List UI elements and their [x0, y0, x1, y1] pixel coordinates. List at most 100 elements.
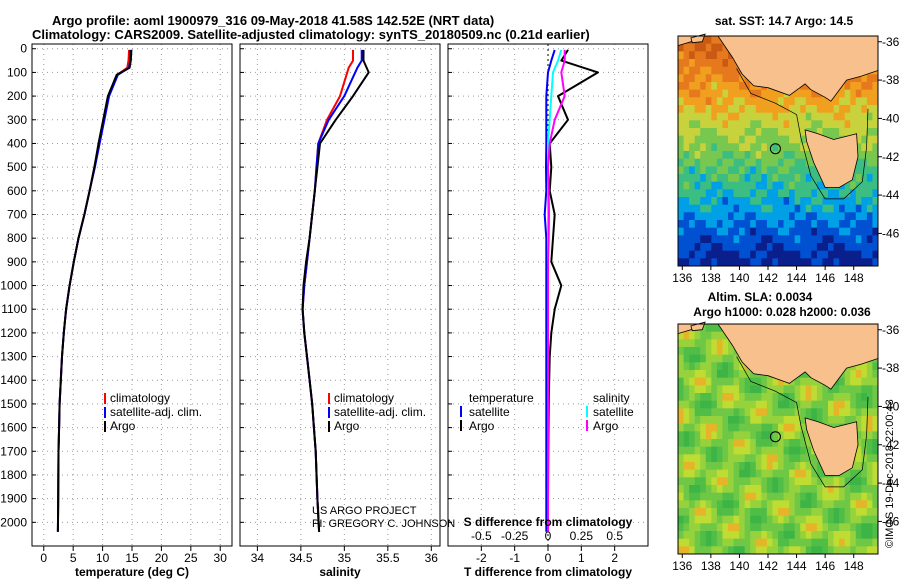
map-cell [678, 385, 684, 394]
map-cell [778, 181, 784, 190]
map-cell [678, 151, 684, 160]
map-cell [805, 538, 812, 547]
map-cell [716, 158, 723, 167]
map-cell [772, 166, 779, 175]
map-cell [733, 408, 740, 417]
map-cell [733, 158, 740, 167]
map-cell [844, 128, 851, 137]
map-cell [700, 243, 707, 252]
map-cell [755, 546, 762, 555]
map-cell [733, 97, 740, 106]
map-cell [739, 439, 746, 448]
map-cell [855, 531, 862, 540]
map-cell [694, 74, 701, 83]
map-cell [766, 112, 773, 121]
map-cell [689, 82, 696, 91]
map-cell [783, 385, 790, 394]
map-cell [750, 469, 757, 478]
map-cell [705, 362, 712, 371]
map-cell [800, 393, 807, 402]
map-cell [755, 469, 762, 478]
map-cell [750, 174, 757, 183]
map-cell [789, 515, 796, 524]
map-cell [872, 97, 879, 106]
map-cell [855, 362, 862, 371]
map-cell [861, 151, 868, 160]
map-cell [794, 485, 801, 494]
map-cell [872, 523, 879, 532]
map-cell [689, 393, 696, 402]
map-cell [683, 51, 690, 60]
map-cell [694, 128, 701, 137]
map-cell [705, 97, 712, 106]
map-cell [705, 454, 712, 463]
map-cell [694, 377, 701, 386]
map-cell [744, 258, 751, 267]
map-cell [683, 197, 690, 206]
map-cell [678, 181, 684, 190]
map-cell [766, 431, 773, 440]
map-cell [678, 523, 684, 532]
map-cell [733, 377, 740, 386]
map-cell [722, 135, 729, 144]
map-cell [778, 393, 784, 402]
map-cell [872, 105, 879, 114]
map-cell [689, 235, 696, 244]
map-cell [683, 112, 690, 121]
map-cell [683, 89, 690, 98]
map-cell [805, 158, 812, 167]
map-cell [755, 220, 762, 229]
map-cell [722, 143, 729, 152]
y-tick-label: -44 [882, 188, 900, 202]
map-cell [805, 174, 812, 183]
map-cell [844, 531, 851, 540]
map-cell [861, 89, 868, 98]
map-cell [772, 235, 779, 244]
map-cell [744, 462, 751, 471]
map-cell [761, 120, 768, 129]
map-cell [683, 66, 690, 75]
map-cell [744, 250, 751, 259]
map-cell [761, 485, 768, 494]
map-cell [816, 408, 823, 417]
map-cell [866, 243, 873, 252]
map-cell [794, 508, 801, 517]
map-cell [694, 485, 701, 494]
map-cell [683, 120, 690, 129]
map-cell [744, 204, 751, 213]
map-cell [855, 546, 862, 555]
map-cell [811, 181, 818, 190]
map-cell [761, 227, 768, 236]
map-cell [833, 477, 840, 486]
map-cell [866, 469, 873, 478]
map-cell [783, 439, 790, 448]
map-cell [844, 227, 851, 236]
map-cell [855, 120, 862, 129]
map-cell [855, 538, 862, 547]
map-cell [811, 97, 818, 106]
map-cell [778, 500, 784, 509]
map-cell [800, 166, 807, 175]
map-cell [822, 227, 829, 236]
map-cell [711, 143, 718, 152]
map-cell [689, 508, 696, 517]
map-cell [850, 485, 857, 494]
map-cell [728, 151, 734, 160]
map-cell [722, 189, 729, 198]
map-cell [755, 97, 762, 106]
map-cell [711, 189, 718, 198]
map-cell [755, 439, 762, 448]
map-cell [839, 97, 846, 106]
map-cell [739, 446, 746, 455]
map-cell [794, 416, 801, 425]
map-cell [811, 128, 818, 137]
map-cell [733, 212, 740, 221]
map-cell [683, 446, 690, 455]
map-cell [722, 74, 729, 83]
difference-panel: -2 -1 0 1 2-0.5 -0.25 0 0.25 0.5S difference fro… [447, 43, 649, 579]
map-cell [728, 74, 734, 83]
map-cell [839, 112, 846, 121]
x-tick-label: -2 [476, 551, 487, 565]
map-cell [783, 531, 790, 540]
y-tick-label: 1500 [0, 397, 27, 411]
